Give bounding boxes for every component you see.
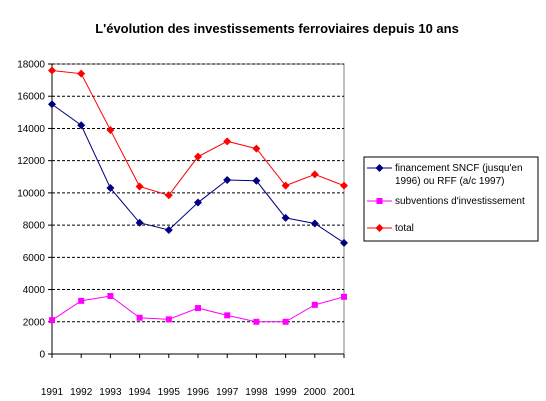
data-point-total	[223, 137, 232, 146]
y-tick-label: 6000	[23, 253, 46, 264]
y-tick-label: 12000	[17, 156, 45, 167]
legend: financement SNCF (jusqu'en 1996) ou RFF (…	[363, 156, 539, 242]
data-point-total	[48, 66, 56, 75]
legend-entry-total: total	[367, 223, 414, 234]
data-point-total	[340, 181, 348, 190]
series-financement	[48, 100, 348, 247]
data-point-subventions	[195, 305, 201, 312]
x-axis-ticks: 1991 1992 1993 1994 1995 1996 1997 1998 1999 2000…	[41, 354, 356, 398]
data-point-total	[310, 170, 319, 179]
y-tick-label: 0	[39, 350, 45, 361]
data-point-total	[106, 126, 115, 135]
y-tick-label: 10000	[17, 188, 45, 199]
x-tick-label: 1994	[128, 387, 151, 398]
data-point-financement	[281, 213, 290, 222]
y-axis-ticks: 0 2000 4000 6000 8000 10000 12000 14000 16000 180…	[17, 60, 52, 361]
y-tick-label: 4000	[23, 285, 46, 296]
series-subventions	[49, 293, 347, 325]
data-point-financement	[223, 176, 232, 184]
y-tick-label: 2000	[23, 317, 46, 328]
legend-swatch-marker	[375, 224, 384, 232]
data-point-total	[77, 69, 86, 78]
data-point-financement	[77, 121, 86, 130]
y-tick-label: 14000	[17, 124, 45, 135]
data-point-subventions	[282, 318, 289, 325]
legend-label: financement SNCF (jusqu'en	[395, 163, 523, 174]
x-tick-label: 1991	[41, 387, 64, 398]
data-point-financement	[48, 100, 56, 109]
data-point-financement	[194, 198, 202, 207]
legend-label: 1996) ou RFF (a/c 1997)	[395, 176, 505, 187]
data-point-subventions	[311, 301, 318, 308]
chart-title: L'évolution des investissements ferrovia…	[95, 21, 459, 36]
data-point-subventions	[224, 312, 231, 319]
data-point-total	[281, 181, 290, 190]
data-point-subventions	[253, 318, 260, 325]
gridlines	[52, 63, 344, 323]
data-point-total	[252, 144, 261, 153]
data-point-subventions	[165, 316, 172, 323]
legend-entry-subventions: subventions d'investissement	[367, 196, 525, 207]
y-tick-label: 18000	[17, 60, 45, 71]
y-tick-label: 8000	[23, 221, 46, 232]
data-point-total	[164, 191, 173, 200]
legend-entry-financement: financement SNCF (jusqu'en 1996) ou RFF (…	[367, 163, 523, 187]
series-total	[48, 66, 348, 200]
data-point-subventions	[136, 314, 143, 321]
data-point-financement	[135, 218, 144, 227]
x-tick-label: 1996	[187, 387, 210, 398]
data-point-financement	[106, 184, 115, 193]
x-tick-label: 2000	[304, 387, 327, 398]
legend-label: subventions d'investissement	[395, 196, 525, 207]
x-tick-label: 1993	[99, 387, 122, 398]
series-line-total	[51, 69, 345, 196]
series-group	[48, 66, 348, 325]
series-line-financement	[51, 103, 345, 244]
x-tick-label: 2001	[333, 387, 356, 398]
legend-box	[363, 156, 539, 242]
legend-items: financement SNCF (jusqu'en 1996) ou RFF (…	[367, 163, 525, 234]
x-tick-label: 1998	[245, 387, 268, 398]
x-tick-label: 1997	[216, 387, 239, 398]
data-point-financement	[252, 176, 261, 185]
data-point-financement	[164, 225, 173, 234]
y-tick-label: 16000	[17, 92, 45, 103]
legend-swatch-marker	[376, 198, 383, 204]
data-point-subventions	[49, 317, 55, 324]
x-tick-label: 1992	[70, 387, 93, 398]
data-point-total	[135, 182, 144, 191]
legend-label: total	[395, 223, 414, 234]
data-point-financement	[340, 238, 348, 247]
x-tick-label: 1995	[158, 387, 181, 398]
data-point-subventions	[78, 297, 85, 304]
data-point-subventions	[341, 293, 347, 300]
data-point-subventions	[107, 293, 114, 299]
legend-swatch-marker	[375, 164, 384, 172]
x-tick-label: 1999	[274, 387, 297, 398]
data-point-financement	[310, 219, 319, 228]
data-point-total	[194, 152, 202, 161]
